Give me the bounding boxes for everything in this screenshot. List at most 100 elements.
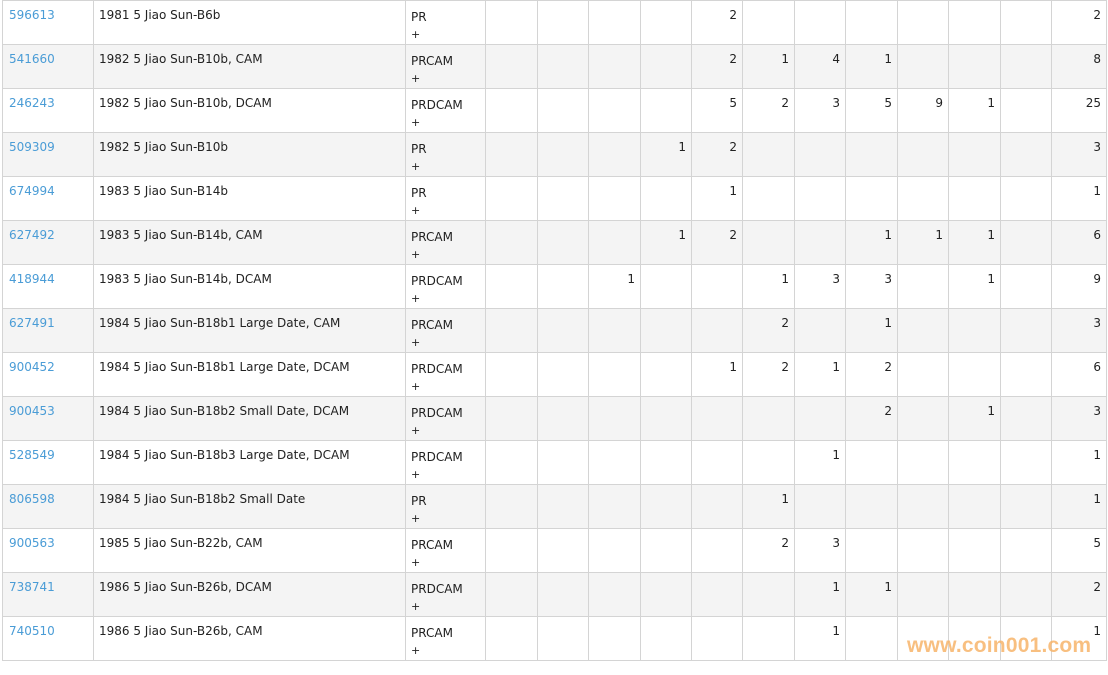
plus-marker: +	[411, 644, 421, 657]
grade-count-cell	[537, 308, 589, 353]
cert-id-link[interactable]: 806598	[9, 492, 55, 506]
cert-id-link[interactable]: 627491	[9, 316, 55, 330]
grade-count-cell	[845, 484, 898, 529]
grade-count-cell	[537, 0, 589, 45]
designation-cell: PRDCAM +	[405, 88, 486, 133]
grade-count-cell: 1	[794, 352, 846, 397]
cert-id-link[interactable]: 596613	[9, 8, 55, 22]
cert-id-link[interactable]: 509309	[9, 140, 55, 154]
grade-count-cell: 2	[845, 396, 898, 441]
grade-count-cell	[1000, 616, 1052, 661]
cert-id-link[interactable]: 900453	[9, 404, 55, 418]
grade-count-cell: 1	[845, 220, 898, 265]
cert-id-link[interactable]: 541660	[9, 52, 55, 66]
grade-count-cell	[948, 308, 1001, 353]
total-cell: 3	[1051, 308, 1107, 353]
table-row: 900453 1984 5 Jiao Sun-B18b2 Small Date, …	[2, 396, 1107, 441]
grade-count-cell	[742, 0, 795, 45]
grade-count-cell	[640, 440, 692, 485]
grade-count-cell	[948, 484, 1001, 529]
cert-id-link[interactable]: 246243	[9, 96, 55, 110]
grade-count-cell: 1	[948, 396, 1001, 441]
grade-count-cell	[640, 528, 692, 573]
cert-id-cell: 418944	[2, 264, 94, 309]
plus-marker: +	[411, 380, 421, 393]
cert-id-link[interactable]: 738741	[9, 580, 55, 594]
grade-count-cell	[537, 220, 589, 265]
total-cell: 1	[1051, 176, 1107, 221]
plus-marker: +	[411, 28, 421, 41]
grade-count-cell	[948, 572, 1001, 617]
grade-count-cell	[537, 88, 589, 133]
grade-count-cell	[537, 264, 589, 309]
grade-count-cell	[948, 176, 1001, 221]
grade-count-cell	[588, 572, 641, 617]
grade-count-cell: 1	[948, 220, 1001, 265]
grade-count-cell	[897, 616, 949, 661]
plus-marker: +	[411, 160, 421, 173]
grade-count-cell	[588, 440, 641, 485]
total-cell: 25	[1051, 88, 1107, 133]
grade-count-cell	[1000, 352, 1052, 397]
designation: PRCAM	[411, 538, 453, 552]
designation-cell: PRCAM +	[405, 308, 486, 353]
grade-count-cell	[537, 440, 589, 485]
cert-id-link[interactable]: 528549	[9, 448, 55, 462]
grade-count-cell	[897, 396, 949, 441]
plus-marker: +	[411, 292, 421, 305]
grade-count-cell	[742, 616, 795, 661]
grade-count-cell	[897, 352, 949, 397]
description-cell: 1986 5 Jiao Sun-B26b, CAM	[93, 616, 406, 661]
table-row: 246243 1982 5 Jiao Sun-B10b, DCAM PRDCAM +5…	[2, 88, 1107, 133]
total-cell: 2	[1051, 0, 1107, 45]
grade-count-cell	[948, 44, 1001, 89]
grade-count-cell	[897, 308, 949, 353]
cert-id-link[interactable]: 418944	[9, 272, 55, 286]
cert-id-link[interactable]: 627492	[9, 228, 55, 242]
grade-count-cell	[742, 440, 795, 485]
grade-count-cell	[1000, 572, 1052, 617]
cert-id-cell: 596613	[2, 0, 94, 45]
cert-id-cell: 738741	[2, 572, 94, 617]
grade-count-cell	[537, 484, 589, 529]
description-cell: 1984 5 Jiao Sun-B18b2 Small Date, DCAM	[93, 396, 406, 441]
grade-count-cell: 2	[742, 352, 795, 397]
grade-count-cell: 5	[691, 88, 743, 133]
grade-count-cell	[948, 440, 1001, 485]
cert-id-cell: 246243	[2, 88, 94, 133]
grade-count-cell: 9	[897, 88, 949, 133]
total-cell: 6	[1051, 352, 1107, 397]
plus-marker: +	[411, 424, 421, 437]
designation: PRDCAM	[411, 362, 463, 376]
grade-count-cell	[588, 616, 641, 661]
designation-cell: PR +	[405, 132, 486, 177]
grade-count-cell	[691, 440, 743, 485]
grade-count-cell	[742, 396, 795, 441]
grade-count-cell: 1	[742, 264, 795, 309]
grade-count-cell	[794, 176, 846, 221]
cert-id-link[interactable]: 900452	[9, 360, 55, 374]
table-row: 627492 1983 5 Jiao Sun-B14b, CAM PRCAM +1 2 1…	[2, 220, 1107, 265]
grade-count-cell	[537, 176, 589, 221]
grade-count-cell	[691, 484, 743, 529]
cert-id-link[interactable]: 740510	[9, 624, 55, 638]
table-row: 596613 1981 5 Jiao Sun-B6b PR +2 2	[2, 0, 1107, 45]
grade-count-cell	[485, 132, 538, 177]
cert-id-link[interactable]: 674994	[9, 184, 55, 198]
description-cell: 1985 5 Jiao Sun-B22b, CAM	[93, 528, 406, 573]
grade-count-cell	[794, 308, 846, 353]
grade-count-cell: 2	[691, 220, 743, 265]
grade-count-cell	[948, 0, 1001, 45]
cert-id-link[interactable]: 900563	[9, 536, 55, 550]
designation-cell: PR +	[405, 176, 486, 221]
grade-count-cell: 1	[691, 176, 743, 221]
grade-count-cell: 3	[794, 88, 846, 133]
grade-count-cell: 1	[948, 88, 1001, 133]
grade-count-cell: 1	[640, 220, 692, 265]
grade-count-cell	[897, 484, 949, 529]
grade-count-cell	[794, 484, 846, 529]
grade-count-cell	[588, 44, 641, 89]
grade-count-cell	[485, 616, 538, 661]
cert-id-cell: 541660	[2, 44, 94, 89]
grade-count-cell	[845, 528, 898, 573]
